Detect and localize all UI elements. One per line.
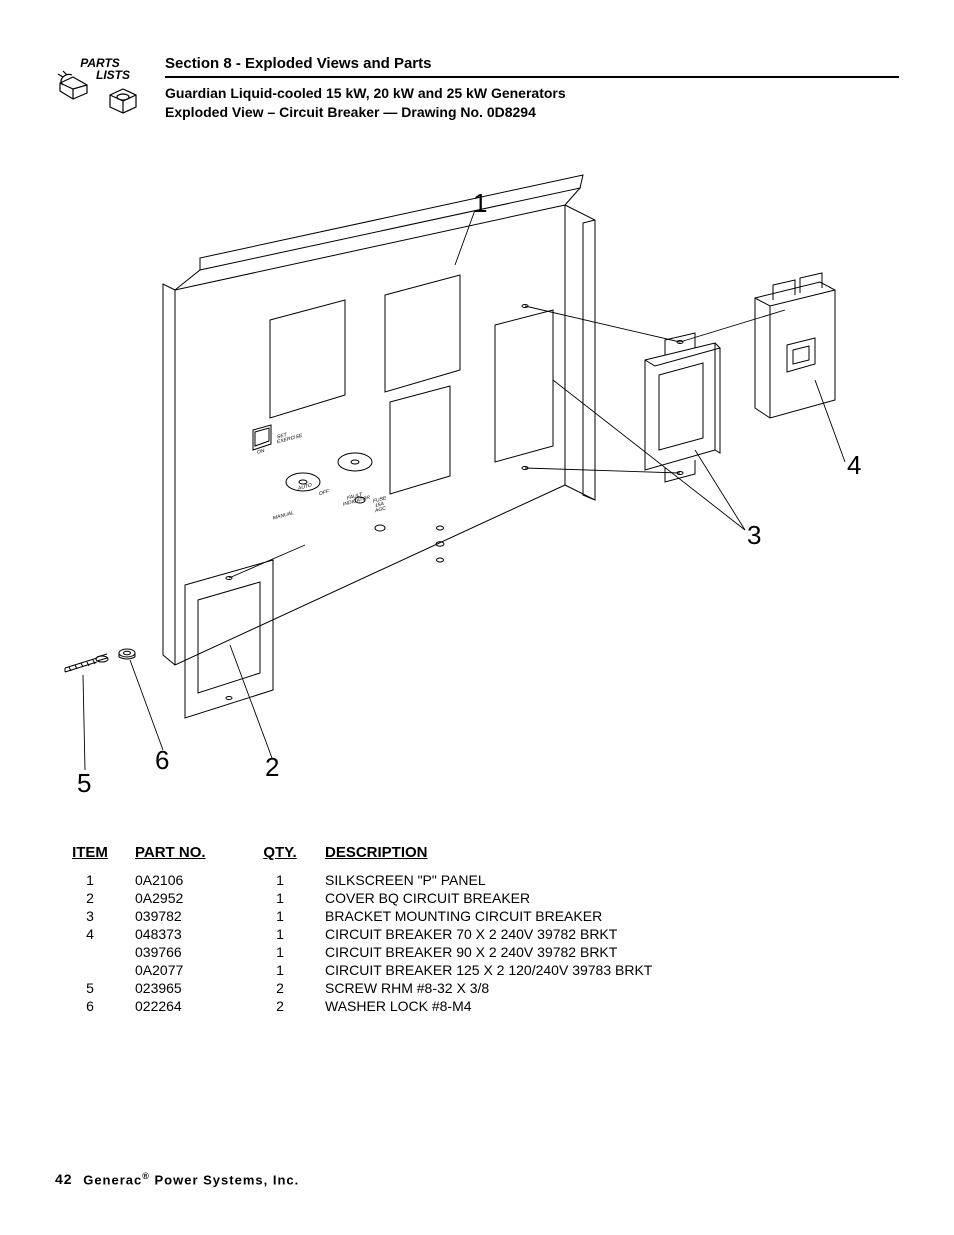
cell-item: 4 bbox=[55, 925, 135, 943]
cell-qty: 1 bbox=[245, 889, 325, 907]
registered-mark: ® bbox=[142, 1171, 150, 1181]
parts-lists-badge: PARTS LISTS bbox=[55, 55, 145, 130]
cell-qty: 1 bbox=[245, 961, 325, 979]
th-qty: QTY. bbox=[245, 840, 325, 871]
cell-item: 1 bbox=[55, 871, 135, 889]
footer-brand: Generac bbox=[83, 1172, 142, 1187]
cell-item bbox=[55, 943, 135, 961]
th-desc: DESCRIPTION bbox=[325, 840, 899, 871]
exploded-view-diagram: SET EXERCISE ON AUTO OFF MANUAL FAULT IN… bbox=[55, 150, 899, 830]
table-row: 50239652SCREW RHM #8-32 X 3/8 bbox=[55, 979, 899, 997]
parts-table-body: 10A21061SILKSCREEN "P" PANEL 20A29521COV… bbox=[55, 871, 899, 1015]
parts-table: ITEM PART NO. QTY. DESCRIPTION 10A21061S… bbox=[55, 840, 899, 1015]
page-number: 42 bbox=[55, 1171, 73, 1187]
table-row: 10A21061SILKSCREEN "P" PANEL bbox=[55, 871, 899, 889]
cell-item: 2 bbox=[55, 889, 135, 907]
badge-text-bottom: LISTS bbox=[96, 68, 130, 82]
parts-table-region: ITEM PART NO. QTY. DESCRIPTION 10A21061S… bbox=[55, 840, 899, 1015]
cell-desc: CIRCUIT BREAKER 125 X 2 120/240V 39783 B… bbox=[325, 961, 899, 979]
table-row: 40483731CIRCUIT BREAKER 70 X 2 240V 3978… bbox=[55, 925, 899, 943]
cell-qty: 2 bbox=[245, 997, 325, 1015]
cell-part: 039782 bbox=[135, 907, 245, 925]
table-row: 20A29521COVER BQ CIRCUIT BREAKER bbox=[55, 889, 899, 907]
cell-item bbox=[55, 961, 135, 979]
cell-desc: BRACKET MOUNTING CIRCUIT BREAKER bbox=[325, 907, 899, 925]
table-row: 60222642WASHER LOCK #8-M4 bbox=[55, 997, 899, 1015]
cell-desc: WASHER LOCK #8-M4 bbox=[325, 997, 899, 1015]
cell-part: 048373 bbox=[135, 925, 245, 943]
svg-text:ON: ON bbox=[257, 448, 265, 456]
cell-item: 6 bbox=[55, 997, 135, 1015]
subtitle-line1: Guardian Liquid-cooled 15 kW, 20 kW and … bbox=[165, 84, 899, 103]
cell-part: 039766 bbox=[135, 943, 245, 961]
section-title: Section 8 - Exploded Views and Parts bbox=[165, 55, 899, 78]
cell-desc: SILKSCREEN "P" PANEL bbox=[325, 871, 899, 889]
cell-qty: 1 bbox=[245, 925, 325, 943]
callout-6: 6 bbox=[155, 745, 169, 776]
page-footer: 42 Generac® Power Systems, Inc. bbox=[55, 1171, 299, 1187]
footer-rest: Power Systems, Inc. bbox=[150, 1172, 299, 1187]
callout-3: 3 bbox=[747, 520, 761, 551]
table-row: 30397821BRACKET MOUNTING CIRCUIT BREAKER bbox=[55, 907, 899, 925]
cell-part: 0A2077 bbox=[135, 961, 245, 979]
cell-item: 3 bbox=[55, 907, 135, 925]
cell-qty: 1 bbox=[245, 907, 325, 925]
table-row: 0A20771CIRCUIT BREAKER 125 X 2 120/240V … bbox=[55, 961, 899, 979]
cell-qty: 2 bbox=[245, 979, 325, 997]
th-item: ITEM bbox=[55, 840, 135, 871]
cell-part: 022264 bbox=[135, 997, 245, 1015]
cell-item: 5 bbox=[55, 979, 135, 997]
callout-2: 2 bbox=[265, 752, 279, 783]
svg-text:OFF: OFF bbox=[319, 489, 329, 498]
cell-desc: SCREW RHM #8-32 X 3/8 bbox=[325, 979, 899, 997]
cell-part: 023965 bbox=[135, 979, 245, 997]
cell-qty: 1 bbox=[245, 871, 325, 889]
callout-4: 4 bbox=[847, 450, 861, 481]
cell-desc: COVER BQ CIRCUIT BREAKER bbox=[325, 889, 899, 907]
callout-1: 1 bbox=[473, 188, 487, 219]
cell-desc: CIRCUIT BREAKER 70 X 2 240V 39782 BRKT bbox=[325, 925, 899, 943]
th-part: PART NO. bbox=[135, 840, 245, 871]
cell-desc: CIRCUIT BREAKER 90 X 2 240V 39782 BRKT bbox=[325, 943, 899, 961]
subtitle-line2: Exploded View – Circuit Breaker — Drawin… bbox=[165, 103, 899, 122]
cell-part: 0A2952 bbox=[135, 889, 245, 907]
cell-qty: 1 bbox=[245, 943, 325, 961]
callout-5: 5 bbox=[77, 768, 91, 799]
page-header: PARTS LISTS bbox=[55, 55, 899, 130]
table-row: 0397661CIRCUIT BREAKER 90 X 2 240V 39782… bbox=[55, 943, 899, 961]
svg-text:MANUAL: MANUAL bbox=[273, 510, 294, 522]
cell-part: 0A2106 bbox=[135, 871, 245, 889]
